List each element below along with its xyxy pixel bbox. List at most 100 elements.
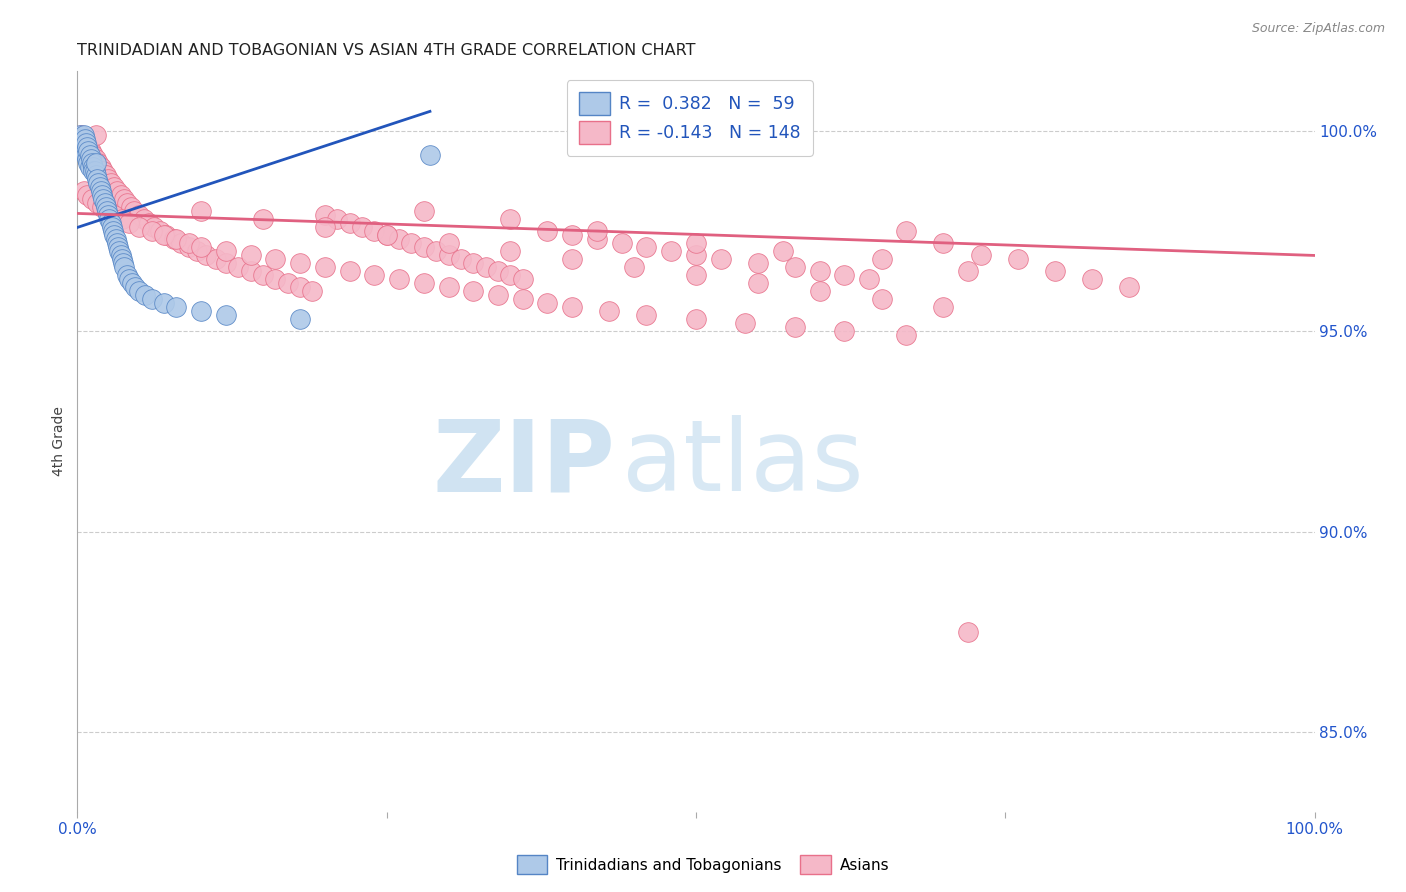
- Point: [277, 277, 299, 291]
- Point: [122, 204, 145, 219]
- Point: [86, 156, 108, 170]
- Point: [896, 224, 918, 238]
- Point: [111, 252, 134, 267]
- Point: [86, 196, 108, 211]
- Point: [177, 236, 200, 251]
- Point: [747, 277, 769, 291]
- Point: [1043, 264, 1066, 278]
- Point: [375, 228, 398, 243]
- Point: [79, 161, 101, 175]
- Point: [75, 136, 97, 151]
- Point: [685, 248, 707, 262]
- Point: [93, 196, 115, 211]
- Point: [264, 272, 287, 286]
- Point: [1007, 252, 1029, 267]
- Point: [108, 244, 131, 259]
- Point: [186, 244, 208, 259]
- Point: [69, 128, 91, 143]
- Point: [536, 224, 558, 238]
- Point: [932, 236, 955, 251]
- Point: [128, 220, 150, 235]
- Point: [339, 264, 361, 278]
- Point: [90, 161, 112, 175]
- Point: [190, 240, 212, 254]
- Point: [623, 260, 645, 275]
- Point: [437, 248, 460, 262]
- Point: [772, 244, 794, 259]
- Point: [870, 293, 893, 307]
- Point: [82, 193, 104, 207]
- Y-axis label: 4th Grade: 4th Grade: [52, 407, 66, 476]
- Point: [118, 216, 141, 230]
- Point: [76, 188, 98, 202]
- Point: [437, 236, 460, 251]
- Point: [84, 153, 107, 167]
- Point: [138, 216, 160, 230]
- Point: [75, 148, 97, 162]
- Point: [103, 228, 125, 243]
- Point: [586, 224, 609, 238]
- Point: [77, 140, 100, 154]
- Point: [499, 212, 522, 227]
- Point: [163, 232, 186, 246]
- Point: [79, 148, 101, 162]
- Point: [70, 132, 93, 146]
- Point: [79, 145, 101, 159]
- Point: [94, 169, 117, 183]
- Point: [155, 228, 177, 243]
- Point: [474, 260, 496, 275]
- Point: [239, 248, 262, 262]
- Point: [314, 209, 336, 223]
- Point: [969, 248, 991, 262]
- Point: [437, 280, 460, 294]
- Point: [91, 164, 114, 178]
- Point: [112, 193, 135, 207]
- Point: [252, 268, 274, 283]
- Point: [486, 288, 509, 302]
- Point: [118, 272, 141, 286]
- Point: [90, 185, 112, 199]
- Point: [101, 220, 124, 235]
- Point: [124, 280, 146, 294]
- Point: [82, 156, 104, 170]
- Point: [288, 280, 311, 294]
- Point: [121, 277, 143, 291]
- Point: [226, 260, 249, 275]
- Point: [153, 228, 176, 243]
- Point: [72, 136, 94, 151]
- Point: [120, 201, 142, 215]
- Point: [288, 312, 311, 326]
- Point: [83, 153, 105, 167]
- Point: [84, 156, 107, 170]
- Point: [73, 136, 96, 151]
- Point: [659, 244, 682, 259]
- Point: [419, 148, 441, 162]
- Point: [561, 252, 583, 267]
- Point: [76, 140, 98, 154]
- Point: [72, 136, 94, 151]
- Point: [77, 145, 100, 159]
- Point: [710, 252, 733, 267]
- Point: [84, 128, 107, 143]
- Point: [512, 293, 534, 307]
- Point: [70, 128, 93, 143]
- Point: [105, 236, 128, 251]
- Point: [153, 296, 176, 310]
- Point: [685, 268, 707, 283]
- Point: [177, 240, 200, 254]
- Point: [734, 317, 756, 331]
- Point: [301, 285, 323, 299]
- Point: [339, 216, 361, 230]
- Point: [685, 236, 707, 251]
- Point: [112, 256, 135, 270]
- Point: [425, 244, 447, 259]
- Point: [598, 304, 620, 318]
- Point: [82, 148, 104, 162]
- Point: [87, 177, 110, 191]
- Point: [110, 188, 132, 202]
- Point: [134, 288, 156, 302]
- Point: [165, 301, 187, 315]
- Point: [93, 169, 115, 183]
- Point: [96, 204, 118, 219]
- Point: [870, 252, 893, 267]
